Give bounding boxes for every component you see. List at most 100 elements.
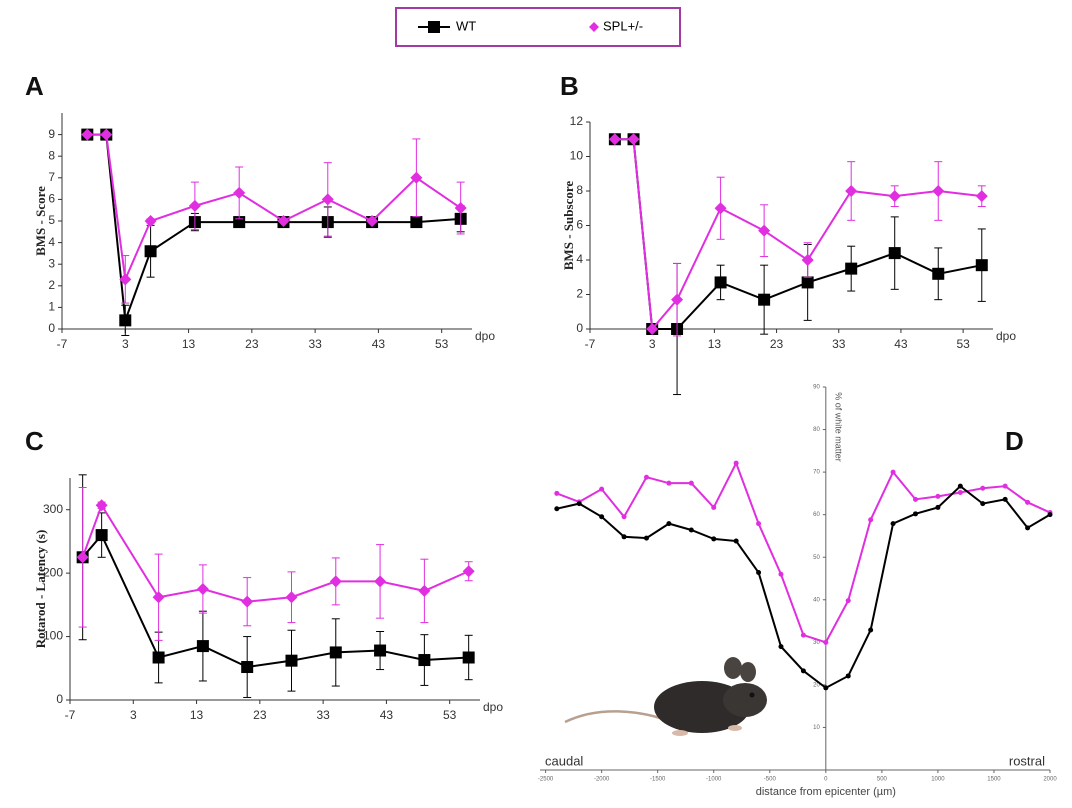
marker (1025, 525, 1031, 531)
marker (756, 521, 762, 527)
y-tick-label: 5 (48, 213, 55, 227)
marker (671, 293, 684, 306)
marker (845, 185, 858, 197)
x-tick-label: -2500 (538, 777, 554, 783)
marker (714, 202, 727, 215)
marker (119, 273, 132, 286)
y-tick-label: 20 (813, 682, 820, 688)
marker (374, 575, 387, 588)
x-tick-label: 43 (372, 337, 386, 351)
marker (688, 527, 694, 533)
x-tick-label: -500 (764, 777, 777, 783)
marker (845, 598, 851, 604)
marker (277, 215, 290, 227)
marker (241, 595, 254, 608)
marker (980, 485, 986, 491)
marker (241, 661, 254, 674)
marker (688, 480, 694, 486)
marker (321, 193, 334, 206)
x-tick-label: 53 (443, 708, 457, 722)
marker (935, 493, 941, 499)
x-axis-title: dpo (996, 329, 1016, 343)
marker (100, 128, 113, 141)
y-tick-label: 2 (576, 287, 583, 301)
series-line (87, 133, 462, 284)
x-tick-label: 23 (253, 708, 267, 722)
marker (462, 651, 475, 664)
marker (608, 133, 621, 146)
y-tick-label: 6 (576, 218, 583, 232)
marker (599, 514, 605, 520)
marker (758, 224, 771, 237)
marker (81, 128, 94, 141)
marker (935, 504, 941, 510)
marker (975, 259, 988, 272)
series-line (614, 138, 982, 332)
marker (823, 685, 829, 691)
marker (778, 571, 784, 577)
y-tick-label: 3 (48, 256, 55, 270)
x-tick-label: 0 (824, 777, 828, 783)
x-tick-label: 3 (122, 337, 129, 351)
marker (801, 254, 814, 266)
x-tick-label: 43 (380, 708, 394, 722)
marker (868, 517, 874, 523)
marker (144, 215, 157, 227)
series-line (81, 502, 470, 603)
x-tick-label: 13 (190, 708, 204, 722)
y-axis-title: BMS - Subscore (561, 181, 576, 271)
x-tick-label: 500 (877, 777, 888, 783)
y-tick-label: 7 (48, 170, 55, 184)
marker (957, 490, 963, 496)
marker (912, 511, 918, 517)
x-tick-label: -2000 (594, 777, 610, 783)
marker (329, 646, 342, 659)
x-tick-label: -7 (57, 337, 68, 351)
series-line (87, 133, 461, 321)
x-tick-label: -7 (585, 337, 596, 351)
side-label: rostral (1009, 753, 1045, 768)
marker (890, 521, 896, 527)
marker (95, 499, 108, 512)
y-axis-title: BMS - Score (33, 186, 48, 256)
y-tick-label: 9 (48, 127, 55, 141)
marker (711, 536, 717, 542)
marker (144, 245, 157, 258)
x-tick-label: 3 (649, 337, 656, 351)
mouse-illustration (564, 657, 767, 736)
x-axis-title: dpo (475, 329, 495, 343)
marker (462, 565, 475, 578)
panel-label: B (560, 71, 579, 101)
marker (95, 529, 108, 542)
marker (454, 202, 467, 215)
marker (418, 584, 431, 597)
x-tick-label: 53 (435, 337, 449, 351)
y-tick-label: 1 (48, 300, 55, 314)
x-tick-label: 33 (832, 337, 846, 351)
marker (733, 538, 739, 544)
marker (152, 651, 165, 664)
y-tick-label: 10 (813, 725, 820, 731)
x-tick-label: 2000 (1043, 777, 1057, 783)
marker (711, 504, 717, 510)
y-tick-label: 30 (813, 640, 820, 646)
marker (845, 262, 858, 275)
marker (980, 501, 986, 507)
marker (646, 323, 659, 335)
y-axis-title: % of white matter (833, 392, 843, 462)
marker (932, 267, 945, 280)
marker (643, 535, 649, 541)
marker (801, 276, 814, 289)
marker (643, 474, 649, 480)
y-tick-label: 300 (43, 502, 63, 516)
legend-label: SPL+/- (603, 18, 643, 33)
series-line (614, 138, 982, 330)
marker (1025, 499, 1031, 505)
x-tick-label: -7 (65, 708, 76, 722)
marker (975, 190, 988, 203)
marker (890, 469, 896, 475)
marker (666, 480, 672, 486)
marker (554, 490, 560, 496)
marker (888, 247, 901, 260)
